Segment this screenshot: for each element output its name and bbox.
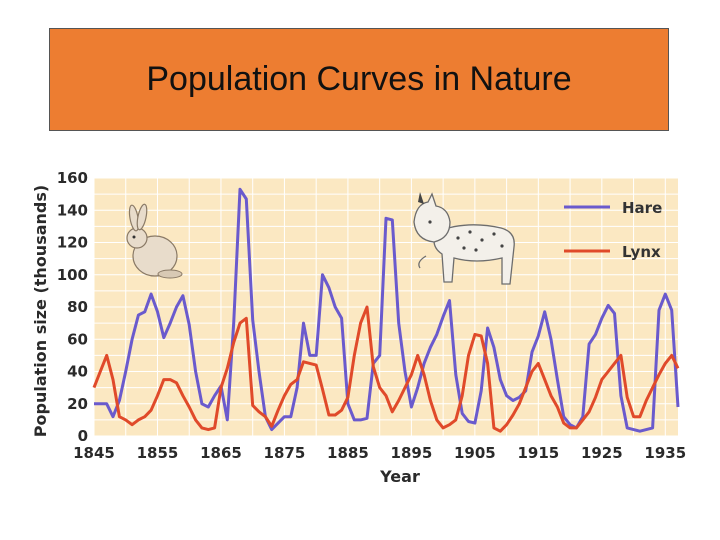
x-axis-label: Year: [379, 467, 420, 486]
y-tick-label: 120: [57, 234, 88, 252]
y-tick-label: 20: [67, 395, 88, 413]
x-tick-label: 1875: [264, 444, 306, 462]
legend-label-hare: Hare: [622, 199, 662, 217]
series-line-lynx: [92, 305, 680, 433]
y-tick-label: 40: [67, 363, 88, 381]
series-lines: [92, 187, 680, 433]
y-axis-label: Population size (thousands): [31, 185, 50, 437]
x-tick-label: 1925: [581, 444, 623, 462]
hare-illustration-icon: [126, 203, 183, 279]
population-chart: 1845 1855 1865 1875 1885 1895 1905 1915 1925 1935…: [31, 169, 686, 486]
x-tick-label: 1895: [391, 444, 433, 462]
x-tick-label: 1865: [200, 444, 242, 462]
y-tick-label: 140: [57, 201, 88, 219]
y-tick-label: 100: [57, 266, 88, 284]
lynx-illustration-icon: [413, 192, 515, 285]
x-tick-label: 1905: [454, 444, 496, 462]
y-tick-label: 80: [67, 298, 88, 316]
tick-labels: 1845 1855 1865 1875 1885 1895 1905 1915 1925 1935…: [57, 169, 686, 462]
x-tick-label: 1845: [73, 444, 115, 462]
title-box: Population Curves in Nature: [49, 28, 669, 131]
gridlines: [93, 177, 678, 437]
y-tick-label: 60: [67, 330, 88, 348]
legend: Hare Lynx: [564, 199, 662, 261]
x-tick-label: 1935: [644, 444, 686, 462]
x-tick-label: 1885: [327, 444, 369, 462]
y-tick-label: 160: [57, 169, 88, 187]
slide-title: Population Curves in Nature: [146, 60, 572, 98]
y-tick-label: 0: [78, 427, 88, 445]
x-tick-label: 1855: [137, 444, 179, 462]
x-tick-label: 1915: [517, 444, 559, 462]
legend-label-lynx: Lynx: [622, 243, 661, 261]
